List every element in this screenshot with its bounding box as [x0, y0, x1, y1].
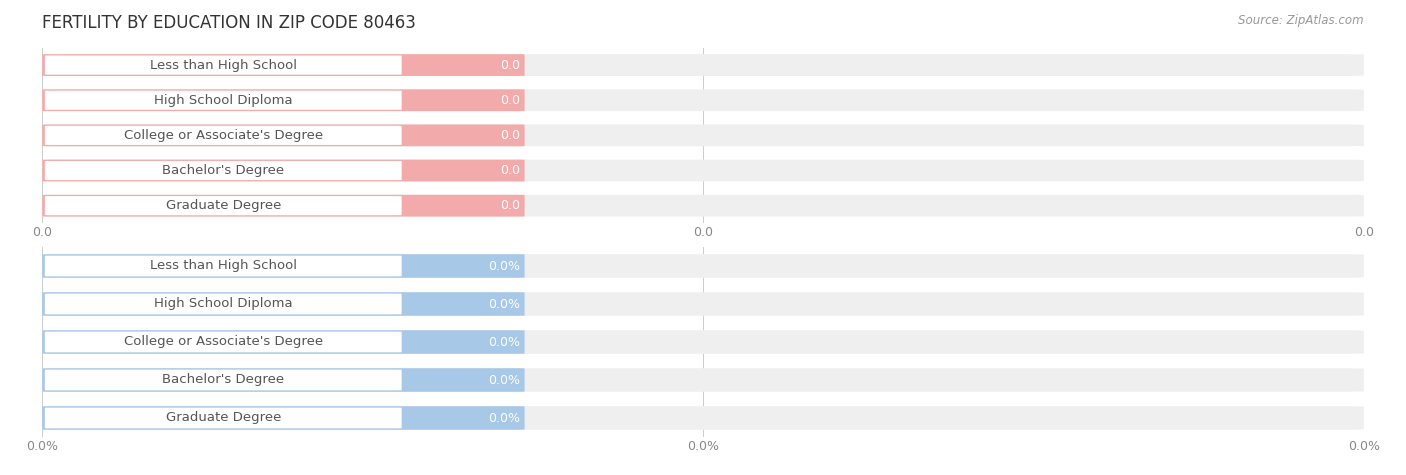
FancyBboxPatch shape: [42, 368, 1364, 392]
FancyBboxPatch shape: [42, 160, 524, 181]
FancyBboxPatch shape: [45, 56, 402, 75]
FancyBboxPatch shape: [45, 408, 402, 428]
FancyBboxPatch shape: [45, 256, 402, 276]
Text: High School Diploma: High School Diploma: [153, 297, 292, 311]
Text: Less than High School: Less than High School: [150, 58, 297, 72]
FancyBboxPatch shape: [42, 368, 524, 392]
Text: 0.0%: 0.0%: [489, 335, 520, 349]
FancyBboxPatch shape: [42, 292, 1364, 316]
Text: 0.0: 0.0: [501, 164, 520, 177]
FancyBboxPatch shape: [42, 195, 1364, 217]
FancyBboxPatch shape: [45, 161, 402, 180]
FancyBboxPatch shape: [42, 89, 524, 111]
Text: 0.0%: 0.0%: [489, 259, 520, 273]
FancyBboxPatch shape: [42, 292, 524, 316]
Text: Less than High School: Less than High School: [150, 259, 297, 273]
Text: 0.0: 0.0: [501, 58, 520, 72]
Text: 0.0: 0.0: [501, 199, 520, 212]
FancyBboxPatch shape: [42, 124, 524, 146]
Text: Bachelor's Degree: Bachelor's Degree: [162, 373, 284, 387]
FancyBboxPatch shape: [42, 54, 1364, 76]
FancyBboxPatch shape: [45, 294, 402, 314]
FancyBboxPatch shape: [42, 406, 1364, 430]
FancyBboxPatch shape: [45, 91, 402, 110]
Text: 0.0: 0.0: [501, 94, 520, 107]
FancyBboxPatch shape: [45, 126, 402, 145]
FancyBboxPatch shape: [42, 330, 1364, 354]
Text: Bachelor's Degree: Bachelor's Degree: [162, 164, 284, 177]
FancyBboxPatch shape: [45, 332, 402, 352]
FancyBboxPatch shape: [42, 254, 1364, 278]
Text: FERTILITY BY EDUCATION IN ZIP CODE 80463: FERTILITY BY EDUCATION IN ZIP CODE 80463: [42, 14, 416, 32]
Text: 0.0: 0.0: [501, 129, 520, 142]
Text: Graduate Degree: Graduate Degree: [166, 411, 281, 425]
Text: 0.0%: 0.0%: [489, 373, 520, 387]
Text: College or Associate's Degree: College or Associate's Degree: [124, 129, 323, 142]
FancyBboxPatch shape: [42, 54, 524, 76]
FancyBboxPatch shape: [45, 370, 402, 390]
Text: 0.0%: 0.0%: [489, 411, 520, 425]
Text: Source: ZipAtlas.com: Source: ZipAtlas.com: [1239, 14, 1364, 27]
FancyBboxPatch shape: [42, 406, 524, 430]
FancyBboxPatch shape: [42, 124, 1364, 146]
FancyBboxPatch shape: [45, 196, 402, 215]
Text: Graduate Degree: Graduate Degree: [166, 199, 281, 212]
FancyBboxPatch shape: [42, 254, 524, 278]
FancyBboxPatch shape: [42, 195, 524, 217]
FancyBboxPatch shape: [42, 89, 1364, 111]
Text: High School Diploma: High School Diploma: [153, 94, 292, 107]
FancyBboxPatch shape: [42, 330, 524, 354]
Text: College or Associate's Degree: College or Associate's Degree: [124, 335, 323, 349]
FancyBboxPatch shape: [42, 160, 1364, 181]
Text: 0.0%: 0.0%: [489, 297, 520, 311]
